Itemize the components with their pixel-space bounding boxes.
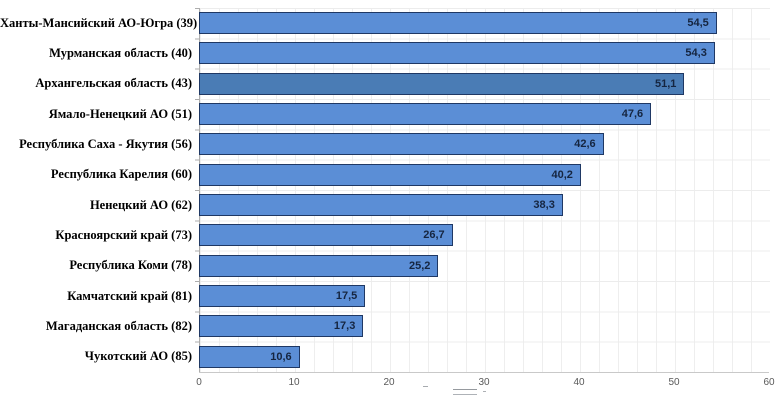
category-label: Архангельская область (43) [35,76,192,91]
bar-row: Чукотский АО (85) 10,6 [0,342,777,372]
x-axis-tick-label: 60 [763,377,775,388]
bar: 40,2 [199,163,581,186]
category-label: Республика Коми (78) [69,258,192,273]
value-label: 42,6 [574,138,596,151]
bar: 10,6 [199,345,300,368]
value-label: 54,5 [687,17,709,30]
artifact-smudge [423,386,428,387]
bar-row: Магаданская область (82) 17,3 [0,311,777,341]
category-label: Камчатский край (81) [67,288,192,303]
category-label: Красноярский край (73) [55,227,192,242]
category-label: Чукотский АО (85) [84,349,192,364]
bar-row: Архангельская область (43) 51,1 [0,69,777,99]
bar: 51,1 [199,72,685,95]
x-axis-tick-label: 10 [288,377,300,388]
x-axis: 0 10 20 30 40 50 60 [196,372,775,401]
bar: 54,3 [199,42,715,65]
x-axis-tick-label: 20 [383,377,395,388]
x-axis-tick-label: 50 [668,377,680,388]
bar-row: Ханты-Мансийский АО-Югра (39) 54,5 [0,8,777,38]
value-label: 17,3 [333,320,356,333]
category-label: Мурманская область (40) [49,45,192,60]
bar-row: Республика Коми (78) 25,2 [0,251,777,281]
artifact-smudge [453,389,477,395]
value-label: 10,6 [270,350,292,363]
category-label: Ямало-Ненецкий АО (51) [48,106,192,121]
category-label: Республика Саха - Якутия (56) [19,136,192,151]
category-label: Ханты-Мансийский АО-Югра (39) [0,15,198,30]
category-label: Республика Карелия (60) [50,167,192,182]
value-label: 17,5 [335,290,358,303]
bar: 54,5 [199,12,717,35]
value-label: 47,6 [621,108,644,121]
value-label: 40,2 [551,168,573,181]
bar: 17,3 [199,315,364,338]
bar-row: Ямало-Ненецкий АО (51) 47,6 [0,99,777,129]
bar-row: Красноярский край (73) 26,7 [0,220,777,250]
bar: 42,6 [199,133,604,156]
bar-row: Республика Карелия (60) 40,2 [0,160,777,190]
bar-row: Камчатский край (81) 17,5 [0,281,777,311]
bar: 26,7 [199,224,453,247]
x-axis-tick-label: 40 [573,377,585,388]
category-label: Магаданская область (82) [45,318,192,333]
bar: 25,2 [199,254,439,277]
bar-row: Ненецкий АО (62) 38,3 [0,190,777,220]
value-label: 25,2 [408,259,431,272]
artifact-smudge [483,391,486,392]
bar: 47,6 [199,103,652,126]
x-axis-tick-label: 30 [478,377,490,388]
bar-row: Республика Саха - Якутия (56) 42,6 [0,129,777,159]
value-label: 51,1 [655,77,677,90]
x-axis-tick-label: 0 [196,377,202,388]
y-axis-tick-marks [195,8,199,372]
bar-rows: Ханты-Мансийский АО-Югра (39) 54,5 Мурманс… [0,8,777,372]
value-label: 38,3 [533,199,555,212]
bar: 38,3 [199,194,563,217]
plot-area [195,8,770,372]
category-label: Ненецкий АО (62) [89,197,192,212]
bar-row: Мурманская область (40) 54,3 [0,38,777,68]
bar: 17,5 [199,285,366,308]
value-label: 26,7 [423,229,445,242]
value-label: 54,3 [685,47,707,60]
